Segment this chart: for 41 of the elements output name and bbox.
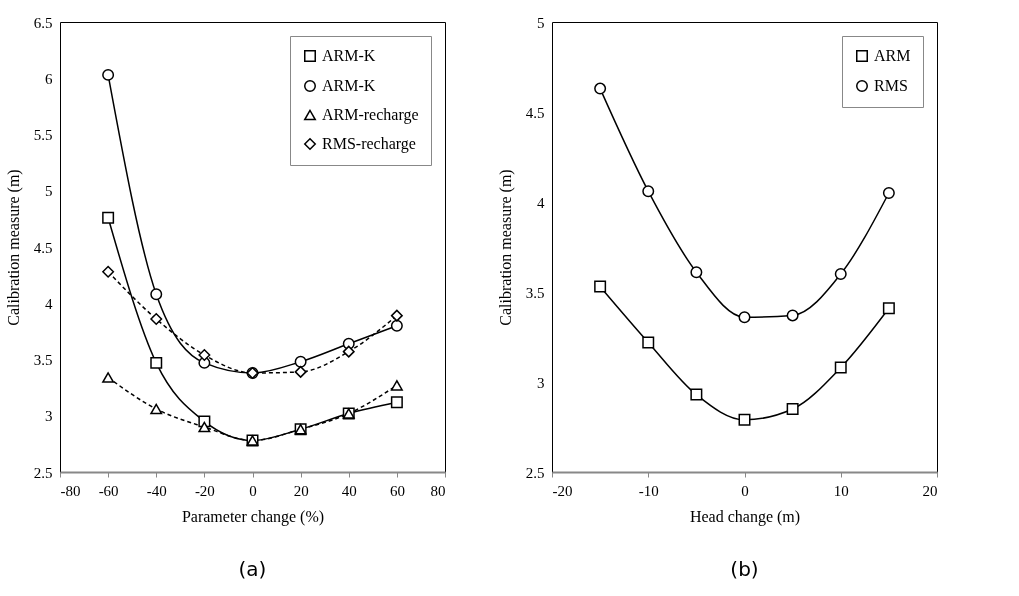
legend-label: ARM [874,47,911,64]
y-tick-label: 6.5 [33,14,53,31]
x-tick-label: -40 [146,482,167,499]
y-tick-label: 2.5 [525,464,545,481]
y-tick-label: 3 [45,408,53,425]
y-axis-title: Calibration measure (m) [496,169,515,326]
y-tick-label: 4 [45,295,53,312]
y-tick-label: 4.5 [525,104,545,121]
x-tick-label: 0 [741,482,749,499]
text: (a) [238,557,267,581]
y-tick-label: 6 [45,70,53,87]
x-tick-label: 40 [341,482,357,499]
legend-label: RMS-recharge [322,135,416,153]
legend-label: ARM-K [322,47,376,64]
x-tick-label: -20 [552,482,573,499]
y-tick-label: 3.5 [525,284,545,301]
x-axis-title: Parameter change (%) [181,507,325,526]
x-axis-title: Head change (m) [689,507,801,526]
x-tick-label: 10 [833,482,849,499]
y-axis-title: Calibration measure (m) [4,169,23,326]
y-tick-label: 3.5 [33,352,53,368]
x-tick-label: -60 [98,482,119,499]
legend-label: ARM-recharge [322,106,419,124]
x-tick-label: 0 [249,482,257,499]
x-tick-label: 80 [430,482,446,499]
y-tick-label: 2.5 [33,464,53,481]
y-tick-label: 5 [45,183,53,200]
x-tick-label: 20 [922,482,938,499]
legend-label: RMS [874,77,908,94]
x-tick-label: -10 [638,482,659,499]
legend-label: ARM-K [322,77,376,94]
y-tick-label: 3 [537,374,545,391]
y-tick-label: 5.5 [33,127,53,143]
text: (b) [730,557,759,581]
y-tick-label: 4 [537,194,545,211]
x-tick-label: -20 [194,482,215,499]
x-tick-label: 20 [293,482,309,499]
y-tick-label: 5 [537,14,545,31]
x-tick-label: 60 [389,482,405,499]
x-tick-label: -80 [60,482,81,499]
y-tick-label: 4.5 [33,239,53,256]
